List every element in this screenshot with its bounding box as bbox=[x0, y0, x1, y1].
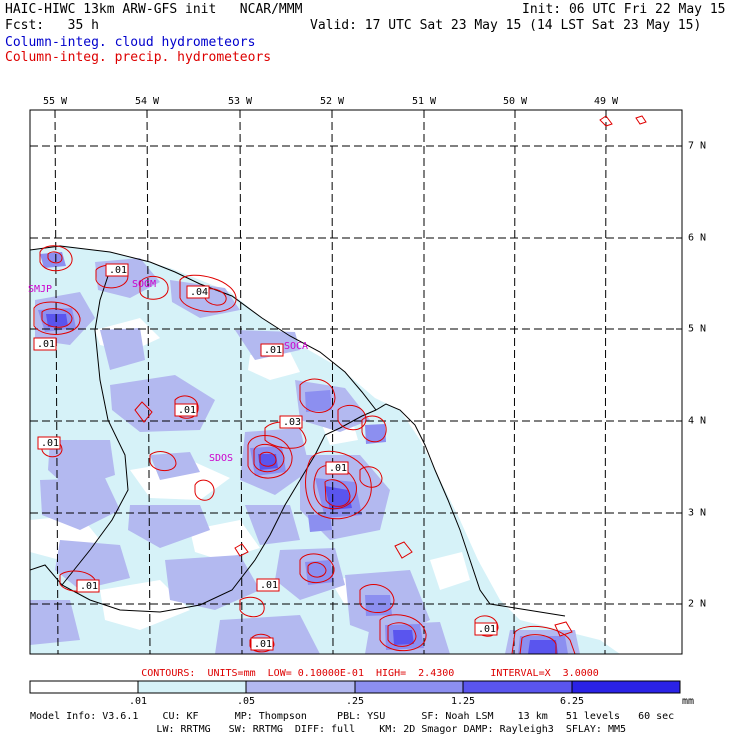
valid-time: Valid: 17 UTC Sat 23 May 15 (14 LST Sat … bbox=[310, 18, 702, 33]
contour-label: .01 bbox=[254, 639, 273, 650]
colorbar-label: 6.25 bbox=[559, 696, 585, 707]
colorbar-label: .01 bbox=[128, 696, 148, 707]
colorbar-swatch bbox=[462, 680, 573, 694]
station-smjp: SMJP bbox=[28, 284, 53, 295]
contour-label: .01 bbox=[478, 624, 497, 635]
coastline bbox=[30, 245, 566, 617]
station-soca: SOCA bbox=[284, 341, 309, 352]
lat-label-2n: 2 N bbox=[688, 598, 707, 610]
forecast-hour: Fcst: 35 h bbox=[5, 18, 99, 33]
map-ticks bbox=[54, 110, 682, 605]
model-info-line2: LW: RRTMG SW: RRTMG DIFF: full KM: 2D Sm… bbox=[30, 724, 627, 735]
lon-label-49w: 49 W bbox=[593, 96, 619, 107]
colorbar-label: .25 bbox=[345, 696, 365, 707]
contour-label: .01 bbox=[260, 580, 279, 591]
cloud-field-title: Column-integ. cloud hydrometeors bbox=[5, 35, 256, 50]
lon-label-51w: 51 W bbox=[411, 96, 437, 107]
colorbar-label: 1.25 bbox=[450, 696, 476, 707]
model-info-line1: Model Info: V3.6.1 CU: KF MP: Thompson P… bbox=[30, 711, 675, 722]
contour-label: .01 bbox=[264, 345, 283, 356]
lat-label-5n: 5 N bbox=[688, 323, 707, 335]
contour-label: .01 bbox=[178, 405, 197, 416]
station-sdos: SDOS bbox=[209, 453, 234, 464]
contour-label: .01 bbox=[41, 438, 60, 449]
colorbar-swatch bbox=[245, 680, 356, 694]
colorbar-swatch bbox=[571, 680, 681, 694]
lat-label-3n: 3 N bbox=[688, 507, 707, 519]
lon-label-52w: 52 W bbox=[319, 96, 345, 107]
colorbar-swatch bbox=[137, 680, 247, 694]
colorbar-units: mm bbox=[681, 696, 695, 707]
model-title: HAIC-HIWC 13km ARW-GFS init NCAR/MMM bbox=[5, 2, 303, 17]
contour-label: .03 bbox=[283, 417, 302, 428]
colorbar-label: .05 bbox=[236, 696, 256, 707]
lat-label-7n: 7 N bbox=[688, 140, 707, 152]
contour-label: .04 bbox=[190, 287, 209, 298]
lon-label-53w: 53 W bbox=[227, 96, 253, 107]
colorbar-swatch bbox=[29, 680, 139, 694]
contour-label: .01 bbox=[329, 463, 348, 474]
lat-label-6n: 6 N bbox=[688, 232, 707, 244]
precip-field-title: Column-integ. precip. hydrometeors bbox=[5, 50, 272, 65]
cloud-shading bbox=[30, 245, 620, 654]
lat-lon-grid bbox=[30, 110, 682, 654]
lon-label-54w: 54 W bbox=[134, 96, 160, 107]
contours-info: CONTOURS: UNITS=mm LOW= 0.10000E-01 HIGH… bbox=[141, 668, 599, 679]
colorbar-swatch bbox=[354, 680, 464, 694]
map-frame bbox=[29, 109, 683, 655]
contour-label: .01 bbox=[109, 265, 128, 276]
contour-label: .01 bbox=[80, 581, 99, 592]
init-time: Init: 06 UTC Fri 22 May 15 bbox=[522, 2, 726, 17]
contour-label-boxes bbox=[33, 263, 498, 651]
lat-label-4n: 4 N bbox=[688, 415, 707, 427]
contour-label: .01 bbox=[37, 339, 56, 350]
lon-label-55w: 55 W bbox=[42, 96, 68, 107]
colorbar bbox=[29, 680, 681, 694]
lon-label-50w: 50 W bbox=[502, 96, 528, 107]
station-sogm: SOGM bbox=[132, 279, 157, 290]
